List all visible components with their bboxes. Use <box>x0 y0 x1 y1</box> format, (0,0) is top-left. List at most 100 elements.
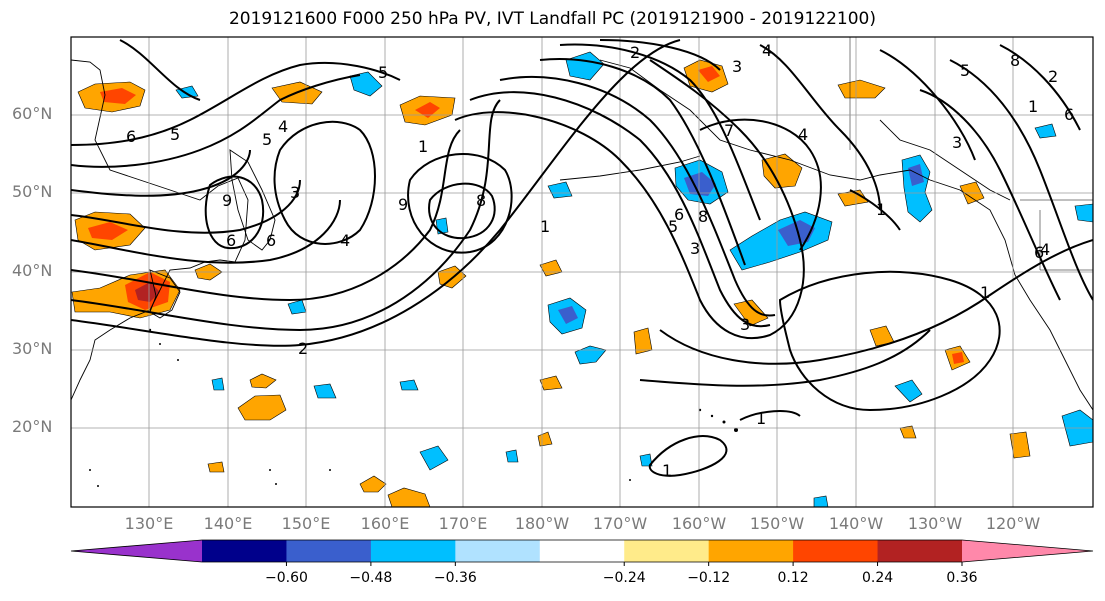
colorbar-tick-label: −0.48 <box>349 570 393 586</box>
contour-label: 2 <box>630 43 640 62</box>
colorbar-segment <box>455 540 541 562</box>
lon-label: 150°W <box>749 514 805 533</box>
colorbar-tick-label: −0.24 <box>602 570 646 586</box>
contour-label: 2 <box>1048 67 1058 86</box>
colorbar-segment <box>877 540 963 562</box>
shading-patch <box>1074 203 1093 223</box>
shading-patch <box>419 445 449 471</box>
contour-label: 3 <box>290 183 300 202</box>
contour-label: 4 <box>1040 240 1050 259</box>
colorbar-tick-label: 0.36 <box>946 570 978 586</box>
contour-label: 4 <box>762 41 772 60</box>
shading-patch <box>761 153 803 189</box>
contour-line <box>428 182 496 240</box>
shading-patch <box>894 379 923 403</box>
shading-patch <box>435 217 449 235</box>
shading-patch <box>539 375 563 391</box>
contour-line <box>919 89 1061 301</box>
shading-patch <box>211 377 225 391</box>
gridlines <box>71 37 1093 507</box>
shading-patch <box>558 306 578 324</box>
contour-line <box>648 435 728 477</box>
contour-label: 6 <box>226 231 236 250</box>
contour-line <box>778 270 1001 412</box>
shading-patch <box>88 222 128 240</box>
colorbar-outline <box>70 539 1094 563</box>
contour-label: 6 <box>126 127 136 146</box>
contour-label: 5 <box>960 61 970 80</box>
lat-label-30n: 30°N <box>12 339 53 358</box>
contour-line <box>639 329 931 387</box>
colorbar-segment <box>539 540 625 562</box>
contour-label: 4 <box>278 117 288 136</box>
contour-label: 6 <box>266 231 276 250</box>
contour-line <box>499 76 776 317</box>
contour-line <box>454 59 805 340</box>
colorbar-segment <box>708 540 794 562</box>
map-frame <box>70 36 1094 508</box>
shading-patch <box>698 66 720 82</box>
island-dots <box>89 328 738 487</box>
contour-labels: 1 1 1 1 1 1 1 2 2 2 3 3 3 3 3 4 4 4 4 4 … <box>126 41 1074 480</box>
lon-label: 140°E <box>203 514 253 533</box>
colorbar-tick-label: −0.12 <box>687 570 731 586</box>
contour-line <box>949 59 1093 301</box>
contour-line <box>407 153 513 254</box>
shading-patch <box>1034 123 1057 139</box>
lon-label: 180°W <box>514 514 570 533</box>
coastline-aleutians <box>559 155 701 181</box>
coastline-alaska <box>599 59 1093 411</box>
shading-patch <box>359 475 387 493</box>
contour-label: 5 <box>378 63 388 82</box>
shading-patch <box>175 85 199 99</box>
colorbar-tick-label: −0.36 <box>433 570 477 586</box>
shading-patch <box>899 425 917 439</box>
contour-line <box>739 410 801 421</box>
shading-patch <box>349 71 383 97</box>
contour-label: 3 <box>732 57 742 76</box>
contour-line <box>759 44 881 211</box>
shading-patch <box>313 383 337 399</box>
shading-patch <box>952 352 964 364</box>
shading-patch <box>813 495 829 507</box>
colorbar-extend-high <box>962 540 1093 562</box>
contour-label: 9 <box>398 195 408 214</box>
lon-label: 120°W <box>985 514 1041 533</box>
colorbar-segment <box>286 540 372 562</box>
contour-line <box>71 39 681 347</box>
shading-patch <box>537 431 553 447</box>
contour-label: 8 <box>698 207 708 226</box>
lon-label: 130°W <box>907 514 963 533</box>
contour-label: 7 <box>724 121 734 140</box>
colorbar-extend-low <box>71 540 202 562</box>
lat-label-60n: 60°N <box>12 104 53 123</box>
contour-line <box>879 49 976 161</box>
contour-label: 1 <box>418 137 428 156</box>
border-lines <box>849 37 1093 271</box>
shading-patch <box>639 453 653 467</box>
lat-label-40n: 40°N <box>12 261 53 280</box>
contour-label: 8 <box>1010 51 1020 70</box>
contour-label: 3 <box>952 133 962 152</box>
colorbar-segment <box>370 540 456 562</box>
colorbar-segment <box>793 540 879 562</box>
lon-label: 170°W <box>592 514 648 533</box>
shading-patch <box>505 449 519 463</box>
map-title: 2019121600 F000 250 hPa PV, IVT Landfall… <box>228 9 876 29</box>
lon-label: 130°E <box>124 514 174 533</box>
contour-label: 1 <box>1028 97 1038 116</box>
contour-label: 6 <box>1064 105 1074 124</box>
coastline-bc <box>879 119 1011 201</box>
contour-line <box>71 74 361 168</box>
contour-label: 4 <box>340 231 350 250</box>
contour-label: 1 <box>662 461 672 480</box>
shading-patch <box>574 345 607 365</box>
pv-contours <box>71 39 1093 477</box>
shading-patch <box>399 379 419 391</box>
shading-patch <box>908 164 924 186</box>
colorbar-tick-label: 0.24 <box>861 570 894 586</box>
shading-patch <box>249 373 277 389</box>
contour-label: 1 <box>540 217 550 236</box>
contour-label: 5 <box>170 125 180 144</box>
